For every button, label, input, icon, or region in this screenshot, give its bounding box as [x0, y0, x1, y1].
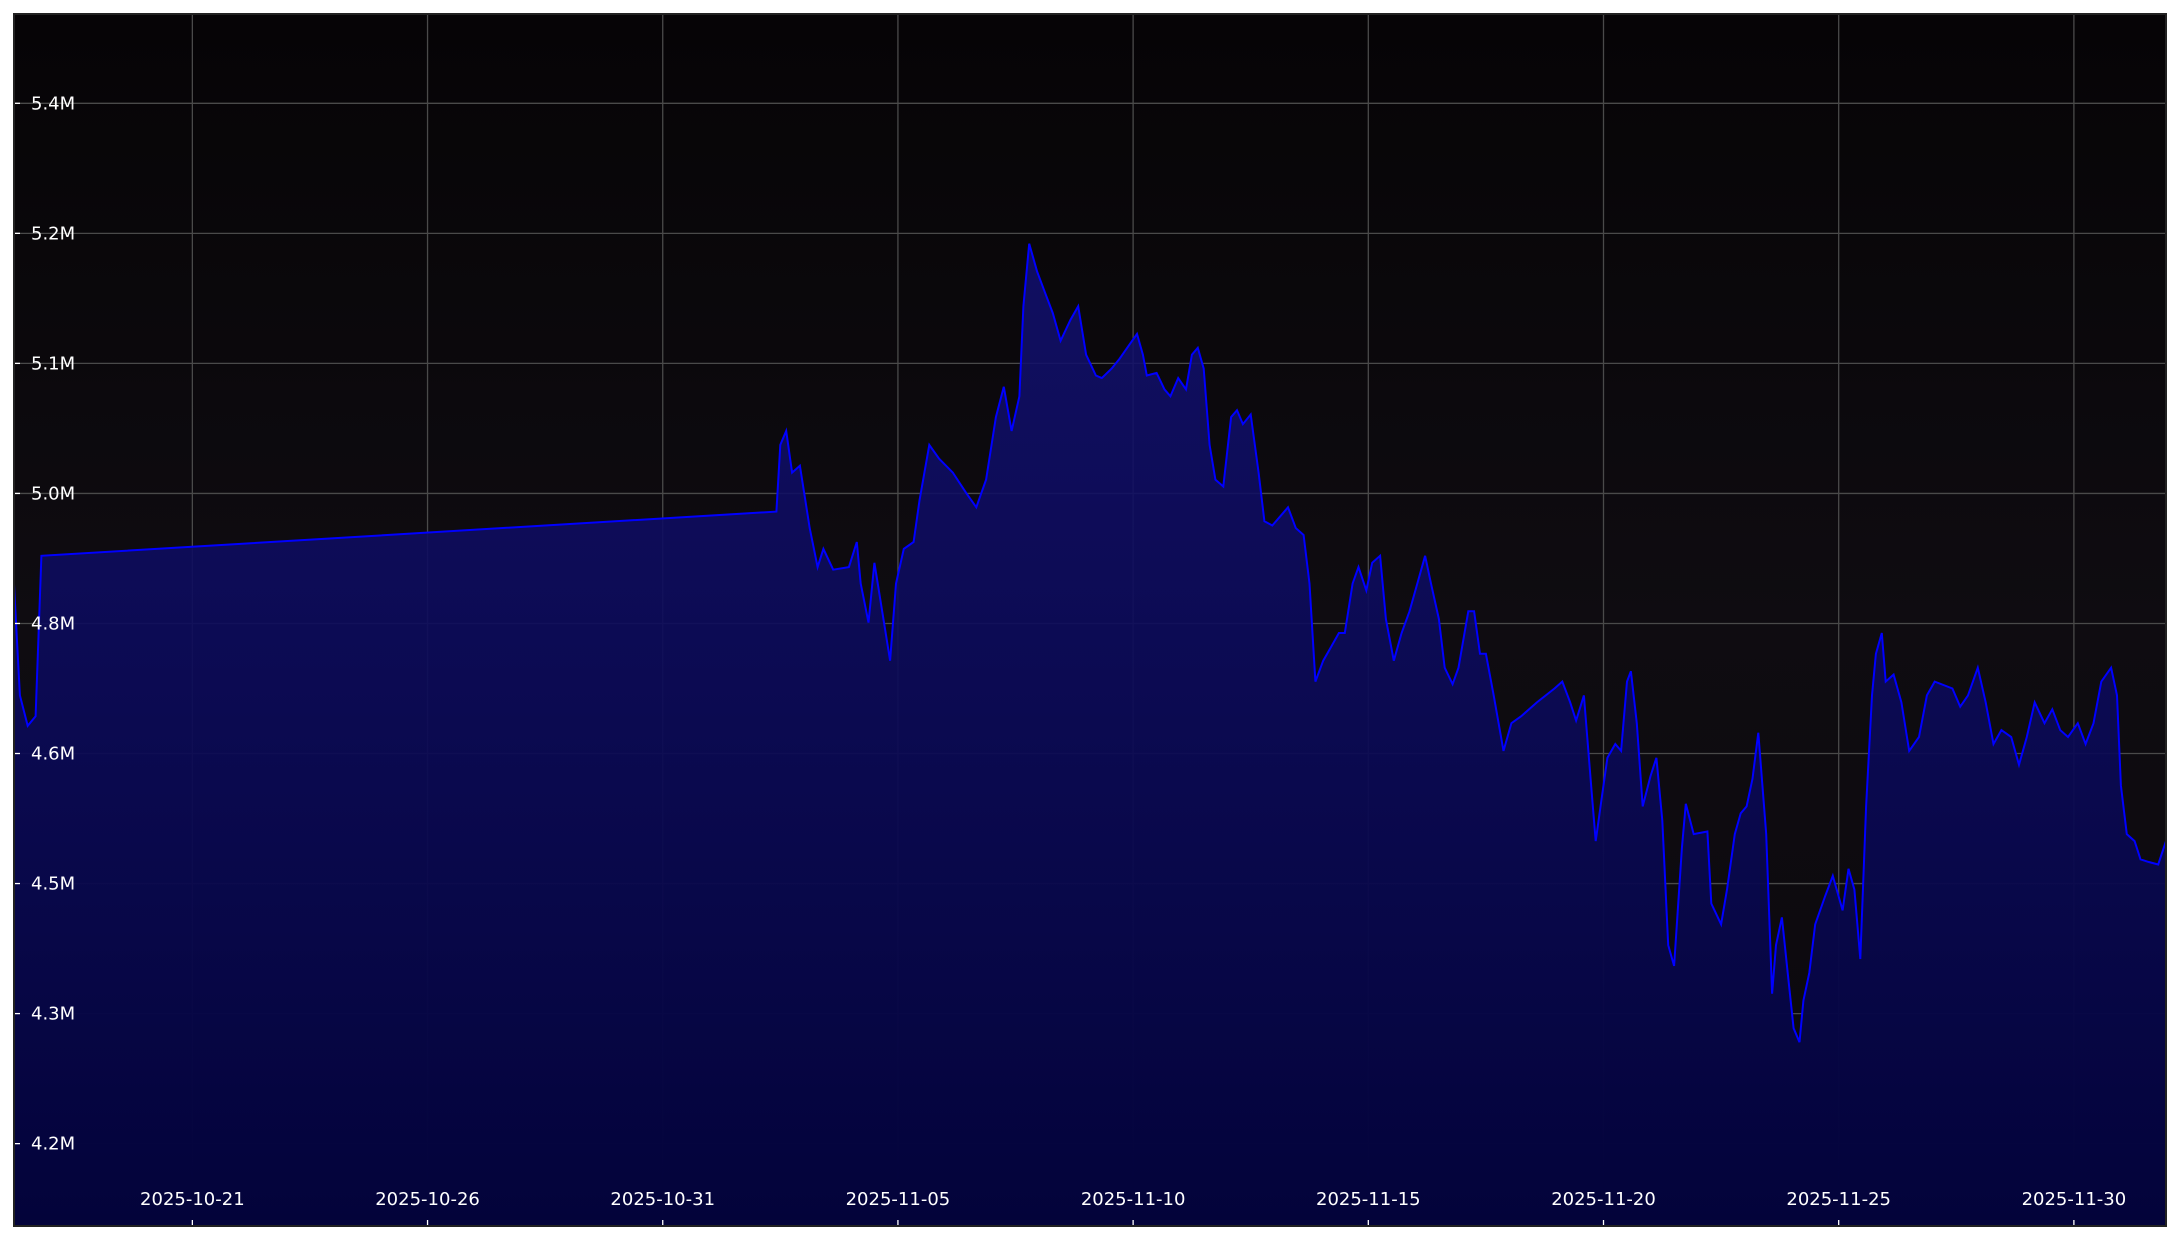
y-tick-label: 5.4M [31, 93, 75, 114]
series-line [13, 243, 2167, 1043]
x-axis: 2025-10-21 2025-10-26 2025-10-31 2025-11-05… [140, 1189, 2126, 1226]
x-tick-label: 2025-11-25 [1786, 1189, 1891, 1210]
y-tick-label: 5.0M [31, 483, 75, 504]
x-tick-label: 2025-11-15 [1316, 1189, 1421, 1210]
plot-frame [13, 13, 2167, 1227]
y-axis: 4.2M 4.3M 4.5M 4.6M 4.8M 5.0M 5.1M 5.2M 5.4M [14, 93, 75, 1155]
y-tick-label: 4.5M [31, 874, 75, 895]
x-tick-label: 2025-10-26 [375, 1189, 480, 1210]
x-tick-label: 2025-10-31 [610, 1189, 715, 1210]
x-tick-label: 2025-11-20 [1551, 1189, 1656, 1210]
x-tick-label: 2025-11-10 [1081, 1189, 1186, 1210]
series-area [14, 243, 2166, 1226]
y-tick-label: 4.2M [31, 1134, 75, 1155]
y-tick-label: 4.6M [31, 744, 75, 765]
y-tick-label: 4.3M [31, 1004, 75, 1025]
y-tick-label: 5.2M [31, 223, 75, 244]
y-tick-label: 5.1M [31, 353, 75, 374]
x-tick-label: 2025-11-30 [2022, 1189, 2127, 1210]
y-tick-label: 4.8M [31, 613, 75, 634]
x-tick-label: 2025-11-05 [846, 1189, 951, 1210]
x-tick-label: 2025-10-21 [140, 1189, 245, 1210]
